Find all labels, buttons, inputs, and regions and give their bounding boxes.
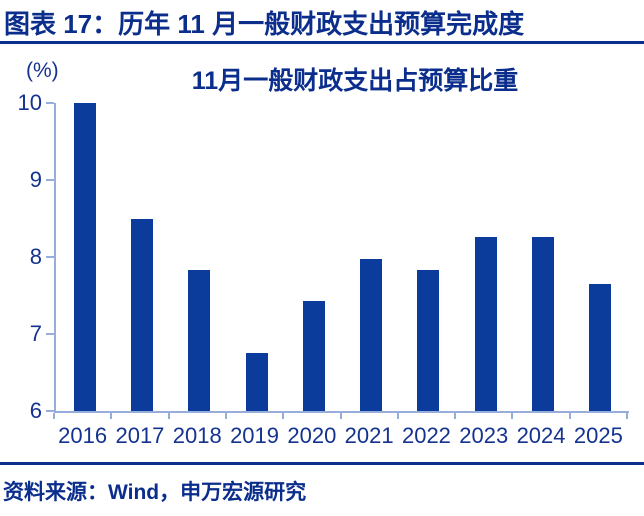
x-tick-label-2019: 2019 [230,423,280,448]
x-tick-label-2020: 2020 [287,423,337,448]
y-tick-label-6: 6 [29,398,42,423]
x-tick-label-2023: 2023 [459,423,509,448]
y-tick-mark [46,179,54,181]
y-tick-label-7: 7 [29,321,42,346]
bar-slot-2021 [342,103,399,411]
bar-2020 [302,300,325,411]
x-tick-mark [339,413,342,419]
plot-area [54,103,629,413]
x-tick-mark [396,413,399,419]
caption-divider [0,41,644,44]
y-tick-label-9: 9 [29,167,42,192]
bar-2021 [360,258,383,411]
bar-2023 [474,236,497,411]
x-tick-mark [110,413,113,419]
x-tick-label-2024: 2024 [516,423,566,448]
x-tick-mark [282,413,285,419]
source-divider [0,462,644,465]
bar-2022 [417,270,440,411]
bar-slot-2022 [400,103,457,411]
bar-slot-2016 [56,103,113,411]
bars-container [56,103,629,411]
x-tick-mark [53,413,55,419]
y-axis-unit-label: (%) [26,59,59,82]
x-tick-label-2018: 2018 [172,423,222,448]
bar-2016 [73,103,96,411]
x-tick-mark [167,413,170,419]
x-tick-label-2017: 2017 [115,423,165,448]
y-tick-mark [46,333,54,335]
x-tick-label-2022: 2022 [401,423,451,448]
y-tick-mark [46,102,54,104]
y-tick-label-8: 8 [29,244,42,269]
x-tick-mark [568,413,571,419]
bar-2018 [188,270,211,411]
bar-slot-2023 [457,103,514,411]
x-tick-mark [224,413,227,419]
x-tick-label-2016: 2016 [58,423,108,448]
bar-2025 [589,283,612,411]
bar-slot-2017 [113,103,170,411]
y-tick-mark [46,410,54,412]
bar-2017 [130,218,153,411]
chart-title: 11月一般财政支出占预算比重 [191,67,519,95]
figure-caption: 图表 17：历年 11 月一般财政支出预算完成度 [4,9,525,39]
bar-2019 [245,353,268,411]
x-tick-mark [511,413,514,419]
source-note: 资料来源：Wind，申万宏源研究 [3,481,307,504]
x-tick-label-2021: 2021 [344,423,394,448]
x-tick-label-2025: 2025 [573,423,623,448]
bar-slot-2024 [514,103,571,411]
bar-slot-2020 [285,103,342,411]
x-tick-mark [626,413,628,419]
bar-slot-2018 [171,103,228,411]
y-tick-label-10: 10 [17,90,42,115]
y-tick-mark [46,256,54,258]
x-tick-mark [454,413,457,419]
bar-slot-2025 [572,103,629,411]
bar-slot-2019 [228,103,285,411]
bar-2024 [532,236,555,411]
